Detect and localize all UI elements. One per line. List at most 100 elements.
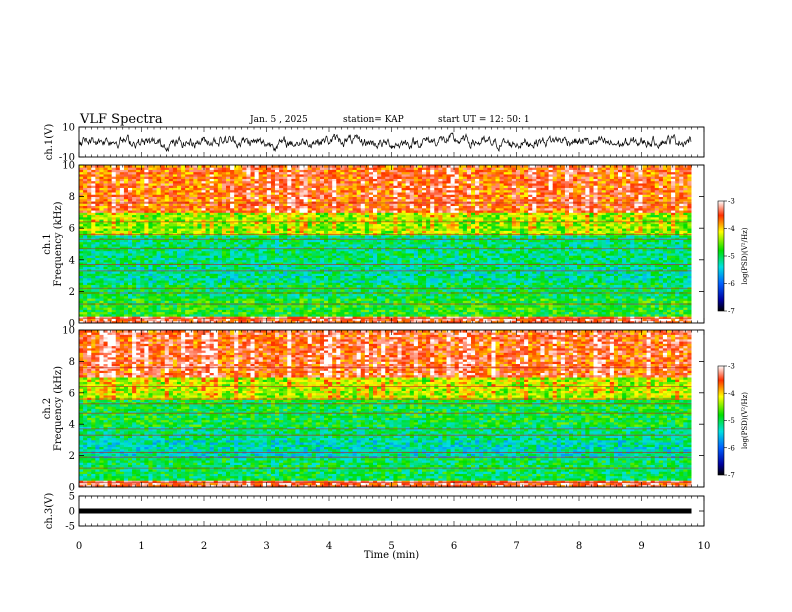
spectrogram-cell (662, 313, 668, 317)
spectrogram-cell (475, 318, 480, 322)
spectrogram-cell (193, 307, 198, 310)
spectrogram-cell (181, 311, 186, 315)
spectrogram-cell (626, 309, 631, 313)
spectrogram-cell (532, 316, 537, 319)
spectrogram-cell (385, 320, 390, 324)
spectrogram-cell (360, 313, 366, 317)
spectrogram-cell (397, 293, 402, 297)
spectrogram-cell (136, 307, 141, 310)
spectrogram-cell (336, 316, 341, 319)
spectrogram-cell (613, 304, 619, 308)
spectrogram-cell (307, 293, 313, 297)
spectrogram-cell (687, 313, 692, 317)
spectrogram-cell (654, 313, 660, 317)
spectrogram-cell (266, 318, 272, 322)
spectrogram-cell (242, 304, 247, 308)
spectrogram-cell (544, 309, 549, 313)
spectrogram-cell (156, 307, 162, 310)
spectrogram-cell (654, 298, 660, 301)
spectrogram-cell (193, 300, 198, 304)
spectrogram-cell (136, 300, 141, 304)
spectrogram-cell (520, 300, 525, 304)
spectrogram-cell (544, 311, 549, 315)
spectrogram-cell (217, 300, 223, 304)
spectrogram-cell (140, 313, 145, 317)
spectrogram-cell (373, 316, 378, 319)
spectrogram-cell (613, 311, 619, 315)
spectrogram-cell (634, 311, 639, 315)
spectrogram-cell (540, 300, 545, 304)
spectrogram-cell (103, 320, 108, 324)
spectrogram-cell (332, 318, 337, 322)
spectrogram-cell (270, 313, 276, 317)
spectrogram-cell (275, 293, 280, 297)
spectrogram-cell (79, 293, 84, 297)
spectrogram-cell (381, 298, 386, 301)
spectrogram-cell (79, 318, 84, 322)
spectrogram-cell (634, 313, 639, 317)
spectrogram-cell (336, 300, 341, 304)
spectrogram-cell (393, 318, 398, 322)
spectrogram-cell (454, 309, 460, 313)
spectrogram-cell (397, 309, 402, 313)
spectrogram-cell (348, 309, 353, 313)
spectrogram-cell (401, 295, 407, 299)
spectrogram-cell (164, 320, 170, 324)
spectrogram-cell (348, 311, 353, 315)
spectrogram-cell (564, 318, 570, 322)
spectrogram-cell (373, 313, 378, 317)
spectrogram-cell (618, 316, 623, 319)
spectrogram-cell (650, 300, 656, 304)
spectrogram-cell (609, 300, 615, 304)
spectrogram-cell (532, 304, 537, 308)
spectrogram-cell (564, 295, 570, 299)
spectrogram-cell (344, 316, 349, 319)
spectrogram-cell (356, 304, 362, 308)
spectrogram-cell (217, 311, 223, 315)
spectrogram-cell (458, 295, 464, 299)
spectrogram-cell (585, 300, 590, 304)
spectrogram-cell (515, 295, 521, 299)
spectrogram-cell (503, 300, 509, 304)
spectrogram-cell (434, 307, 439, 310)
spectrogram-cell (332, 298, 337, 301)
spectrogram-cell (95, 311, 100, 315)
spectrogram-cell (213, 295, 219, 299)
spectrogram-cell (164, 298, 170, 301)
spectrogram-cell (115, 307, 121, 310)
spectrogram-cell (683, 313, 688, 317)
spectrogram-cell (168, 309, 174, 313)
spectrogram-cell (279, 313, 284, 317)
spectrogram-cell (136, 309, 141, 313)
spectrogram-cell (111, 318, 117, 322)
spectrogram-cell (536, 316, 541, 319)
spectrogram-cell (128, 307, 133, 310)
spectrogram-cell (671, 316, 676, 319)
spectrogram-cell (319, 309, 325, 313)
spectrogram-cell (671, 295, 676, 299)
spectrogram-cell (479, 304, 484, 308)
spectrogram-cell (168, 311, 174, 315)
spectrogram-cell (328, 293, 333, 297)
spectrogram-cell (548, 295, 554, 299)
spectrogram-cell (450, 295, 456, 299)
spectrogram-cell (221, 295, 227, 299)
spectrogram-cell (307, 318, 313, 322)
spectrogram-cell (340, 300, 345, 304)
spectrogram-cell (115, 309, 121, 313)
spectrogram-cell (364, 300, 370, 304)
spectrogram-cell (197, 320, 202, 324)
spectrogram-cell (221, 307, 227, 310)
spectrogram-cell (609, 311, 615, 315)
spectrogram-cell (209, 295, 215, 299)
spectrogram-cell (434, 313, 439, 317)
spectrogram-cell (221, 309, 227, 313)
spectrogram-cell (360, 304, 366, 308)
spectrogram-cell (422, 295, 427, 299)
spectrogram-cell (642, 311, 647, 315)
spectrogram-cell (258, 293, 264, 297)
spectrogram-cell (683, 304, 688, 308)
spectrogram-cell (291, 298, 296, 301)
spectrogram-cell (536, 295, 541, 299)
spectrogram-cell (238, 293, 243, 297)
